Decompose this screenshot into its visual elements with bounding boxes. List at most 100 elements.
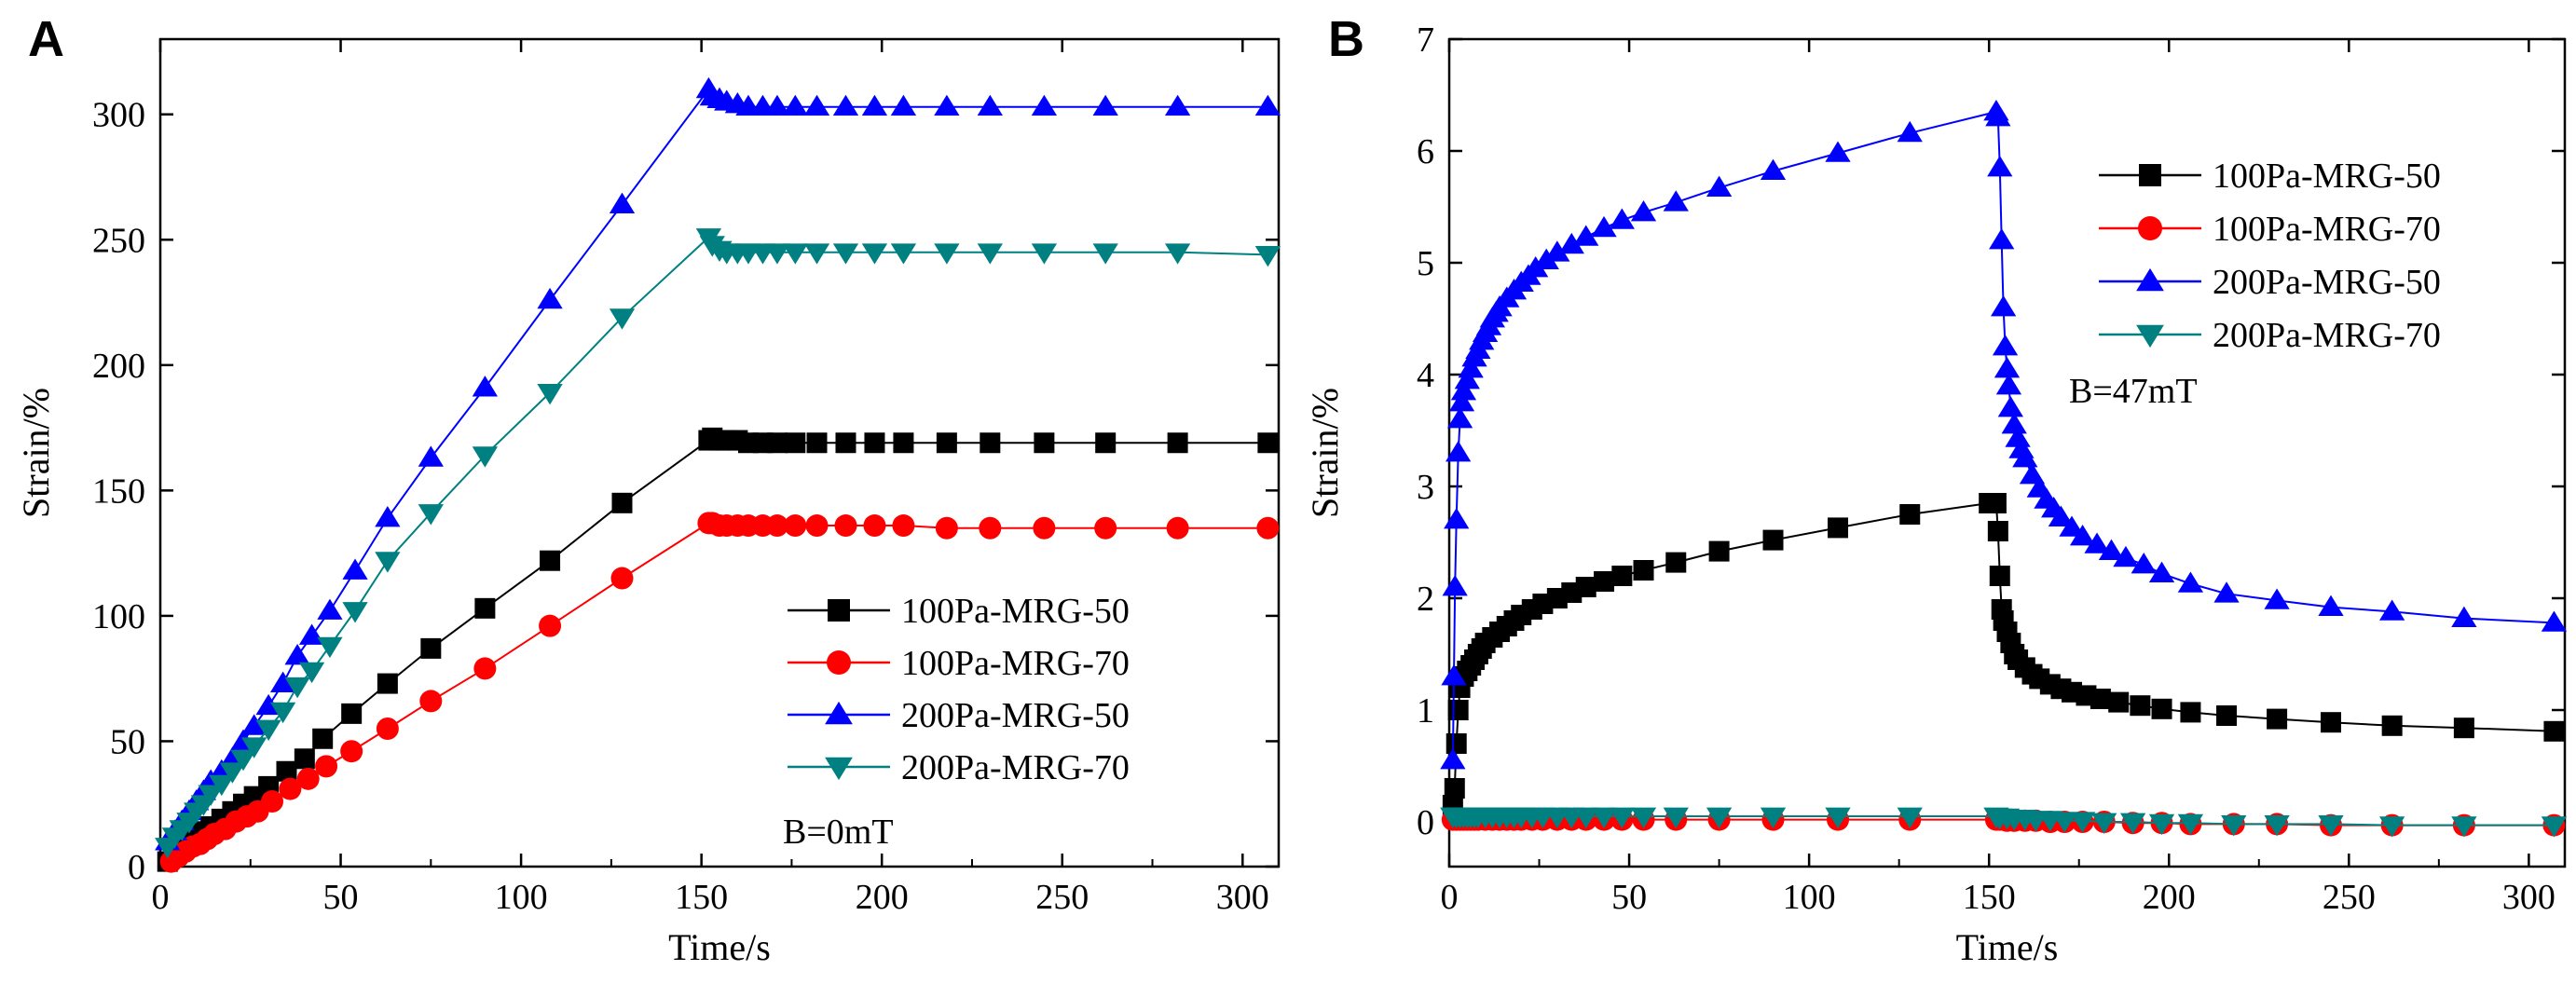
data-point: [1440, 748, 1466, 770]
data-point: [2091, 813, 2117, 834]
data-point: [1092, 243, 1118, 265]
data-point: [835, 432, 856, 454]
data-point: [765, 514, 788, 538]
data-point: [269, 702, 296, 724]
data-point: [1989, 228, 2015, 250]
data-point: [537, 384, 563, 405]
data-point: [474, 597, 496, 619]
data-point: [540, 550, 561, 571]
legend-label: 200Pa-MRG-50: [901, 696, 1130, 735]
plot-frame: [1447, 37, 2567, 868]
data-point: [1985, 493, 2007, 513]
data-point: [935, 516, 958, 540]
x-tick-label: 250: [2323, 878, 2376, 917]
data-point: [2084, 532, 2110, 554]
data-point: [1989, 566, 2010, 586]
legend-marker: [2138, 216, 2162, 240]
data-point: [1031, 94, 1058, 116]
data-point: [1447, 700, 1469, 720]
data-point: [279, 777, 302, 800]
data-point: [980, 432, 1001, 454]
legend-label: 100Pa-MRG-70: [901, 644, 1130, 683]
data-point: [609, 308, 636, 330]
data-point: [284, 644, 310, 665]
data-point: [977, 243, 1003, 265]
data-point: [2069, 525, 2096, 546]
series-200pa-mrg-70: [155, 228, 1281, 859]
data-point: [609, 192, 636, 214]
data-point: [2177, 571, 2204, 593]
data-point: [2541, 610, 2568, 632]
data-point: [1633, 560, 1654, 581]
data-point: [296, 767, 320, 790]
data-point: [2090, 689, 2111, 709]
x-tick-label: 0: [1441, 878, 1459, 917]
data-point: [276, 760, 297, 782]
data-point: [2151, 698, 2172, 719]
data-point: [269, 671, 296, 692]
data-point: [861, 243, 888, 265]
data-point: [209, 774, 235, 797]
data-point: [1458, 357, 1484, 378]
data-point: [1591, 807, 1617, 828]
y-tick-label: 50: [110, 722, 145, 761]
x-axis-title: Time/s: [668, 926, 771, 968]
data-point: [1706, 175, 1733, 198]
data-point: [298, 623, 325, 645]
series-100pa-mrg-50: [1442, 493, 2565, 815]
data-point: [2180, 702, 2201, 723]
legend-marker: [827, 650, 851, 675]
data-point: [2131, 553, 2157, 574]
data-point: [2264, 814, 2290, 837]
y-tick-label: 150: [92, 472, 145, 511]
data-point: [420, 637, 442, 659]
data-point: [473, 657, 497, 680]
panel-letter: B: [1328, 11, 1364, 67]
legend-label: 200Pa-MRG-70: [2213, 316, 2441, 355]
data-point: [864, 432, 885, 454]
data-point: [1441, 664, 1467, 686]
data-point: [1573, 225, 1599, 246]
data-point: [834, 514, 857, 538]
x-tick-label: 300: [1216, 878, 1269, 917]
data-point: [806, 432, 828, 454]
data-point: [892, 514, 915, 538]
data-point: [977, 94, 1003, 116]
data-point: [1167, 432, 1188, 454]
data-point: [764, 94, 790, 116]
data-point: [893, 432, 914, 454]
data-point: [2001, 413, 2027, 434]
data-point: [2267, 708, 2288, 730]
series-200pa-mrg-70: [1440, 807, 2568, 838]
legend: 100Pa-MRG-50 100Pa-MRG-70 200Pa-MRG-50 200P…: [788, 592, 1130, 787]
data-point: [1446, 441, 1472, 462]
series-line: [1451, 502, 2555, 806]
data-point: [2113, 545, 2139, 567]
data-point: [2451, 606, 2477, 628]
data-point: [1256, 516, 1280, 540]
data-point: [1825, 807, 1851, 828]
data-point: [2069, 812, 2096, 833]
x-tick-label: 150: [1963, 878, 2016, 917]
data-point: [241, 737, 267, 758]
data-point: [2221, 814, 2247, 837]
data-point: [1994, 357, 2021, 378]
data-point: [1257, 432, 1279, 454]
data-point: [1575, 577, 1596, 597]
data-point: [2451, 816, 2477, 838]
data-point: [1164, 94, 1191, 116]
y-tick-label: 0: [1417, 803, 1434, 842]
data-point: [863, 514, 886, 538]
y-tick-label: 1: [1417, 691, 1434, 731]
data-point: [979, 516, 1002, 540]
data-point: [1897, 120, 1923, 143]
x-tick-label: 150: [675, 878, 728, 917]
data-point: [1611, 566, 1633, 586]
data-point: [1446, 407, 1473, 429]
data-point: [1985, 105, 2011, 127]
legend-label: 200Pa-MRG-70: [901, 748, 1130, 787]
data-point: [1708, 540, 1730, 562]
data-point: [1992, 335, 2019, 356]
y-tick-label: 5: [1417, 244, 1434, 283]
data-point: [1630, 200, 1657, 222]
